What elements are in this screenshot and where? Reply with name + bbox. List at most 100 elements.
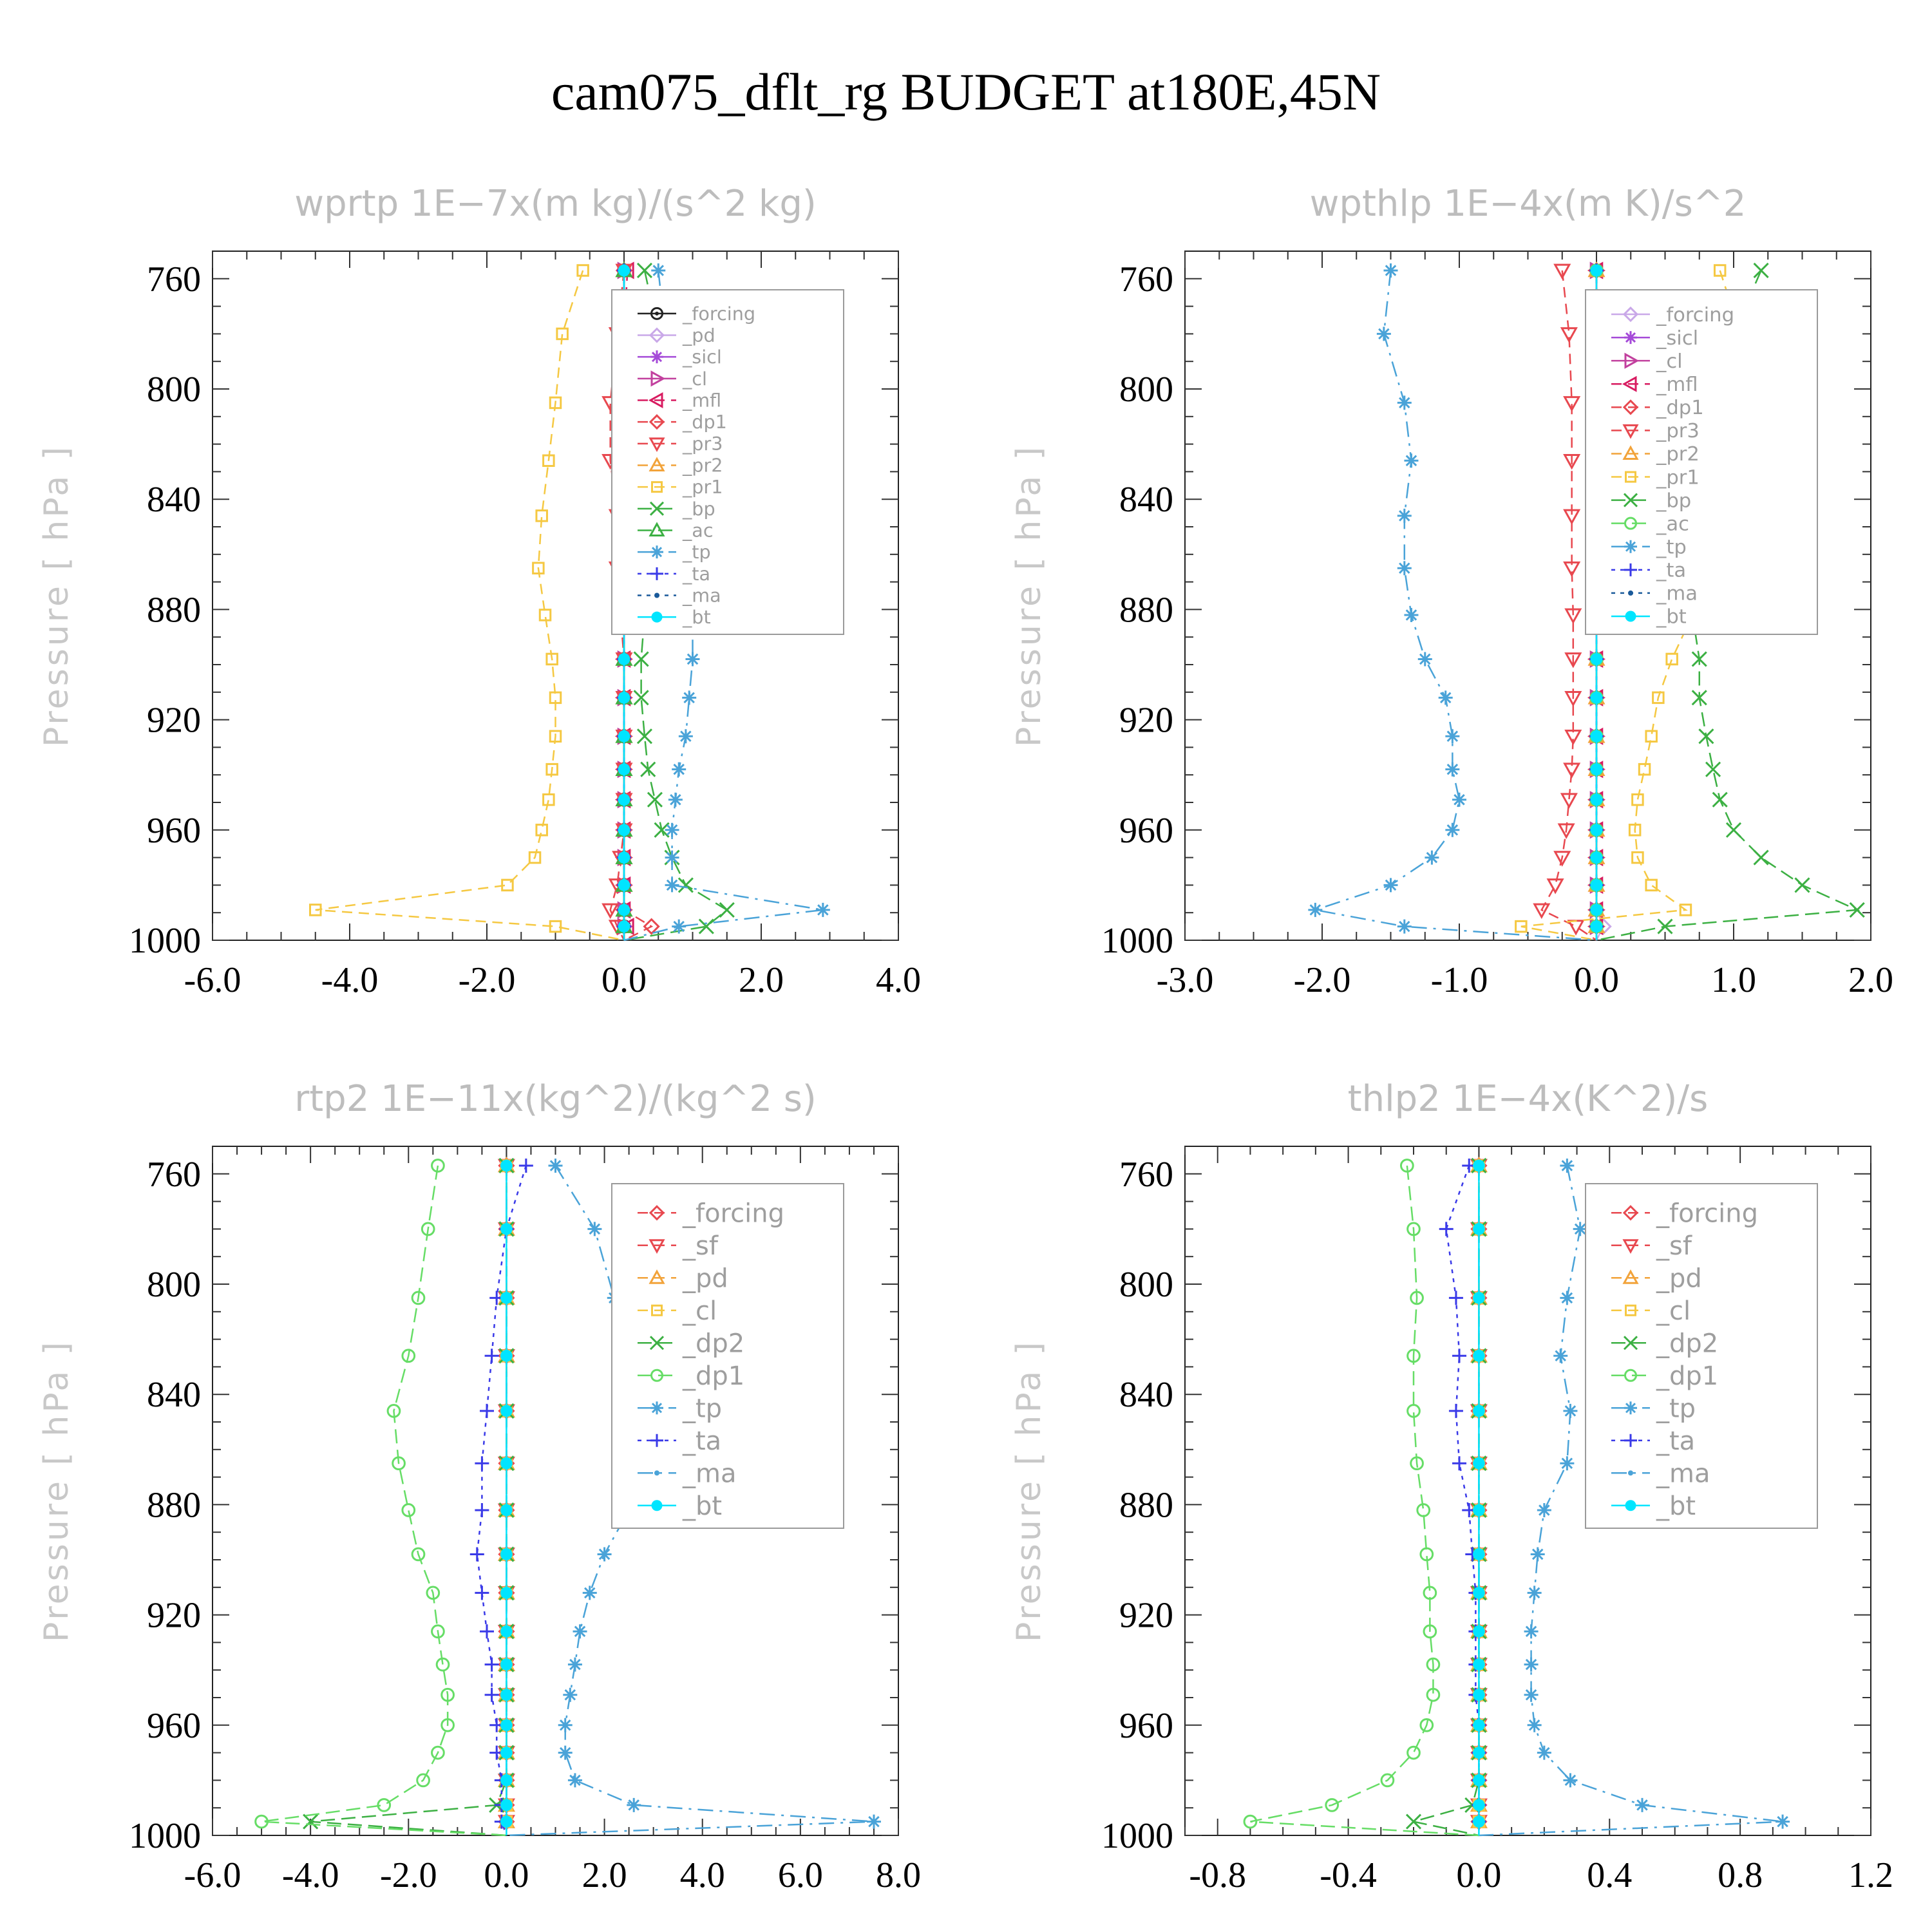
y-tick-label: 760	[1119, 260, 1173, 299]
marker-filled-circle	[618, 851, 630, 864]
data-point-marker	[1624, 331, 1637, 345]
legend-label: _ac	[682, 520, 714, 542]
data-point-marker	[618, 851, 630, 864]
data-point-marker	[416, 1773, 430, 1788]
data-point-marker	[421, 1222, 435, 1236]
data-point-marker	[573, 1624, 587, 1639]
marker-filled-circle	[1473, 1747, 1485, 1759]
data-point-marker	[1448, 1403, 1463, 1418]
data-point-marker	[1473, 1159, 1485, 1172]
marker-triangle-up	[1622, 1269, 1639, 1284]
x-tick-label: 4.0	[680, 1855, 725, 1895]
marker-star	[1383, 263, 1398, 278]
data-point-marker	[1325, 1798, 1340, 1812]
legend-label: _pr2	[1656, 443, 1700, 466]
data-point-marker	[303, 1814, 319, 1830]
legend-entry: _dp2	[1611, 1329, 1718, 1358]
marker-circle	[1400, 1159, 1414, 1173]
legend-label: _forcing	[1656, 304, 1734, 327]
marker-star	[597, 1547, 612, 1562]
data-point-marker	[1776, 1814, 1790, 1829]
data-point-marker	[475, 1502, 489, 1517]
data-point-marker	[1624, 540, 1637, 553]
marker-triangle-down	[1564, 652, 1582, 668]
marker-triangle-down	[1564, 729, 1582, 746]
series-dp2	[1405, 1157, 1487, 1837]
series-line	[310, 1165, 507, 1837]
legend-entry: _ma	[638, 585, 721, 607]
marker-dot	[1628, 1470, 1633, 1476]
data-point-marker	[500, 1349, 513, 1362]
marker-triangle-down	[1553, 263, 1571, 280]
marker-plus	[1452, 1349, 1466, 1363]
legend-label: _ta	[682, 1426, 721, 1456]
marker-star	[1404, 607, 1419, 622]
data-point-marker	[1383, 878, 1398, 893]
marker-star	[573, 1624, 587, 1639]
legend-label: _tp	[1656, 1394, 1696, 1423]
data-point-marker	[532, 562, 545, 574]
data-point-marker	[678, 729, 693, 744]
data-point-marker	[1426, 1687, 1441, 1702]
y-tick-label: 800	[147, 1265, 201, 1305]
data-point-marker	[650, 1434, 663, 1447]
data-point-marker	[1564, 608, 1582, 625]
marker-filled-circle	[1625, 611, 1636, 622]
marker-square	[1645, 878, 1658, 892]
marker-x	[1691, 690, 1707, 706]
y-tick-label: 840	[1119, 480, 1173, 520]
data-point-marker	[618, 793, 630, 806]
marker-circle	[1426, 1687, 1441, 1702]
data-point-marker	[648, 392, 663, 409]
marker-square	[1625, 471, 1636, 483]
x-tick-label: 2.0	[582, 1855, 627, 1895]
marker-plus	[1624, 563, 1637, 576]
marker-star	[1417, 652, 1432, 667]
marker-filled-circle	[1590, 653, 1603, 665]
data-point-marker	[1563, 453, 1581, 470]
marker-x	[633, 651, 649, 667]
data-point-marker	[677, 877, 694, 893]
y-tick-label: 760	[147, 260, 201, 299]
data-point-marker	[682, 690, 697, 705]
marker-star	[1524, 1657, 1539, 1672]
data-point-marker	[651, 1500, 663, 1511]
marker-square	[1638, 762, 1651, 776]
marker-plus	[475, 1456, 489, 1471]
marker-triangle-down	[1557, 823, 1575, 839]
marker-square	[1665, 652, 1678, 666]
data-point-marker	[1419, 1718, 1434, 1732]
data-point-marker	[597, 1547, 612, 1562]
data-point-marker	[1473, 1689, 1485, 1701]
marker-square	[651, 1304, 663, 1316]
marker-star	[651, 263, 666, 278]
legend-entry: _sicl	[1611, 327, 1698, 350]
data-point-marker	[1397, 395, 1412, 410]
marker-x	[1657, 918, 1673, 934]
marker-star	[1560, 1291, 1575, 1305]
y-tick-label: 960	[1119, 811, 1173, 851]
data-point-marker	[1473, 1405, 1485, 1417]
marker-x	[654, 822, 670, 838]
data-point-marker	[1524, 1687, 1539, 1702]
legend-label: _tp	[682, 1394, 722, 1423]
marker-circle	[1423, 1586, 1437, 1600]
x-tick-label: 2.0	[739, 960, 784, 1000]
data-point-marker	[1452, 1349, 1466, 1363]
marker-star	[665, 878, 679, 893]
data-point-marker	[1590, 879, 1603, 891]
marker-x	[1753, 262, 1769, 279]
marker-circle	[435, 1657, 450, 1672]
marker-circle	[1243, 1814, 1258, 1829]
data-point-marker	[1473, 1815, 1485, 1828]
data-point-marker	[587, 1222, 602, 1236]
data-point-marker	[500, 1774, 513, 1786]
legend-entry: _ac	[1611, 513, 1689, 535]
data-point-marker	[649, 501, 665, 516]
data-point-marker	[1397, 508, 1412, 523]
marker-filled-circle	[1590, 904, 1603, 916]
marker-square	[549, 920, 562, 933]
data-point-marker	[1452, 792, 1466, 807]
marker-filled-circle	[651, 1500, 663, 1511]
marker-filled-circle	[1473, 1587, 1485, 1599]
